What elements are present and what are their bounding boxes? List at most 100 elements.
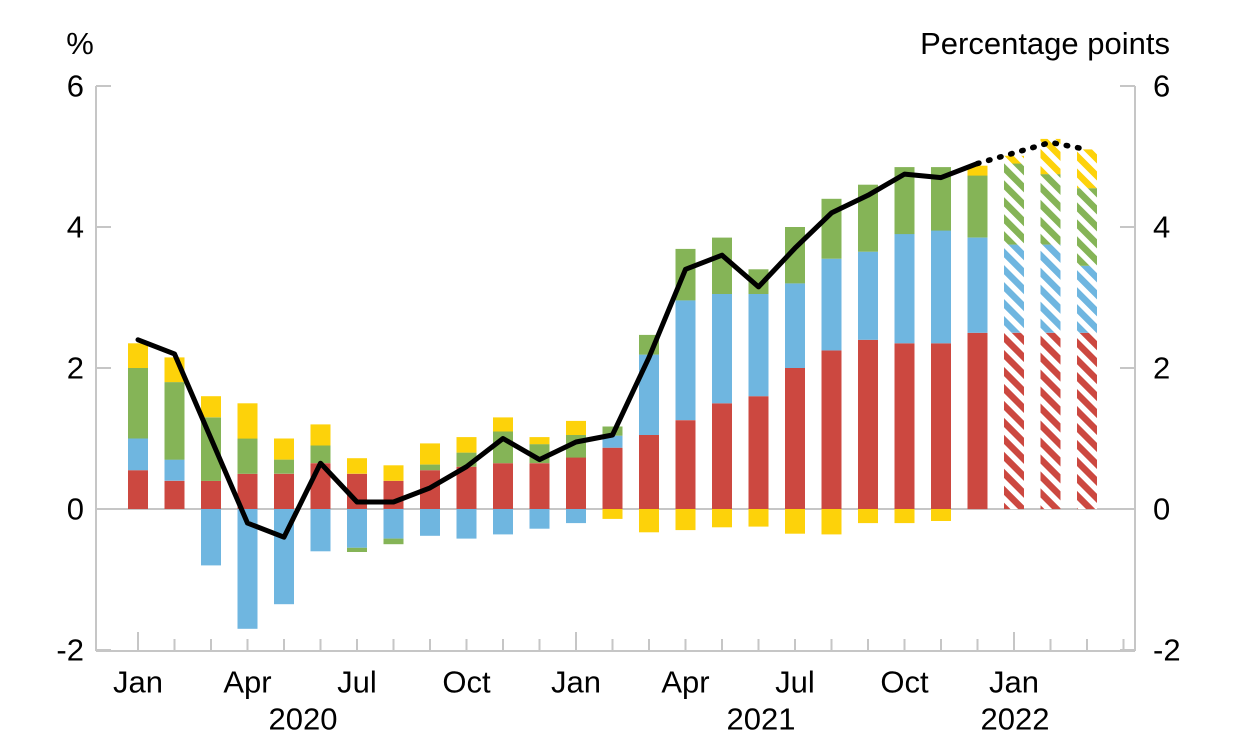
bar-segment-red <box>274 473 294 510</box>
bar-segment-blue <box>456 509 477 539</box>
right-axis-tick-label: 0 <box>1153 492 1170 527</box>
bar-segment-red <box>602 447 623 509</box>
bar-segment-green <box>164 382 185 460</box>
bar-segment-red <box>894 343 915 509</box>
month-label: Jan <box>989 665 1039 700</box>
bar-segment-blue <box>493 509 513 535</box>
month-label: Oct <box>442 665 491 700</box>
left-axis-tick-label: 0 <box>67 492 84 527</box>
bar-segment-red <box>493 463 513 509</box>
bar-segment-blue <box>164 459 185 481</box>
bar-segment-yellow <box>529 437 550 445</box>
bar-segment-blue <box>566 509 586 524</box>
bar-segment-red <box>456 466 477 509</box>
bar-segment-blue <box>383 509 404 539</box>
year-label: 2022 <box>981 702 1050 737</box>
bar-segment-green <box>128 368 148 439</box>
bar-segment-yellow <box>420 443 440 465</box>
bar-segment-red <box>566 457 586 509</box>
bar-segment-yellow <box>493 417 513 432</box>
bar-segment-blue <box>967 237 988 333</box>
left-axis-tick-label: 6 <box>67 69 84 104</box>
bar-segment-yellow <box>566 420 586 435</box>
bar-segment-green <box>712 237 732 294</box>
bar-segment-yellow <box>894 509 915 524</box>
bar-segment-red <box>237 473 258 510</box>
bar-segment-yellow <box>383 465 404 481</box>
bar-segment-blue <box>237 509 258 629</box>
bar-segment-blue <box>748 294 769 397</box>
year-label: 2021 <box>727 702 796 737</box>
total-line-projection-dotted <box>974 139 1090 167</box>
forecast-bar-segment-red <box>1004 332 1024 510</box>
bar-segment-red <box>639 435 659 509</box>
left-axis-tick-label: 4 <box>67 210 84 245</box>
bar-segment-blue <box>420 509 440 536</box>
bar-segment-blue <box>529 509 550 529</box>
bar-segment-blue <box>712 294 732 404</box>
right-axis-unit-label: Percentage points <box>920 26 1170 61</box>
bar-segment-green <box>383 538 404 545</box>
left-axis-tick-label: 2 <box>67 351 84 386</box>
bar-segment-blue <box>821 258 842 351</box>
right-axis-tick-label: -2 <box>1153 633 1181 668</box>
year-label: 2020 <box>269 702 338 737</box>
bar-segment-yellow <box>128 343 148 368</box>
bar-segment-red <box>529 463 550 509</box>
bar-segment-yellow <box>967 165 988 176</box>
bar-segment-yellow <box>785 509 805 534</box>
forecast-bar-segment-blue <box>1077 265 1097 333</box>
left-axis-unit-label: % <box>66 26 94 61</box>
forecast-bar-segment-red <box>1077 332 1097 510</box>
bar-segment-yellow <box>748 509 769 527</box>
bar-segment-red <box>164 480 185 509</box>
total-line-solid <box>135 161 980 540</box>
bar-segment-yellow <box>237 403 258 439</box>
bar-segment-green <box>201 417 221 481</box>
forecast-bar-segment-green <box>1004 163 1024 245</box>
bar-segment-red <box>201 480 221 509</box>
right-axis-tick-label: 6 <box>1153 69 1170 104</box>
forecast-bar-segment-blue <box>1004 244 1024 333</box>
bar-segment-blue <box>201 509 221 566</box>
forecast-bar-segment-yellow <box>1040 138 1061 175</box>
month-label: Apr <box>223 665 271 700</box>
bar-segment-yellow <box>821 509 842 535</box>
bar-segment-red <box>785 368 805 509</box>
bar-segment-yellow <box>310 424 331 446</box>
bar-segment-red <box>712 403 732 510</box>
bar-segment-green <box>821 198 842 259</box>
bar-segment-green <box>310 445 331 464</box>
month-label: Jan <box>113 665 163 700</box>
bar-segment-red <box>931 343 951 509</box>
bar-segment-red <box>128 470 148 509</box>
right-axis-tick-label: 2 <box>1153 351 1170 386</box>
forecast-bar-segment-yellow <box>1077 149 1097 189</box>
forecast-bar-segment-green <box>1077 188 1097 266</box>
bar-segment-blue <box>639 354 659 435</box>
month-label: Jul <box>337 665 377 700</box>
bar-segment-yellow <box>675 509 696 531</box>
month-label: Jan <box>551 665 601 700</box>
bar-segment-blue <box>894 234 915 344</box>
month-label: Oct <box>880 665 929 700</box>
bar-segment-blue <box>785 283 805 368</box>
bar-segment-green <box>237 438 258 474</box>
bar-segment-blue <box>675 300 696 421</box>
bar-segment-yellow <box>639 509 659 533</box>
forecast-bar-segment-green <box>1040 174 1061 245</box>
bar-segment-green <box>858 184 878 252</box>
bar-segment-yellow <box>858 509 878 524</box>
bar-segment-red <box>383 480 404 509</box>
bar-segment-green <box>748 269 769 294</box>
bar-segment-yellow <box>347 458 367 474</box>
bar-segment-red <box>821 350 842 509</box>
bar-segment-blue <box>128 438 148 471</box>
bar-segment-yellow <box>931 509 951 521</box>
bar-segment-red <box>858 339 878 509</box>
bar-segment-blue <box>858 251 878 340</box>
bar-segment-red <box>675 420 696 509</box>
bar-segment-green <box>967 175 988 238</box>
